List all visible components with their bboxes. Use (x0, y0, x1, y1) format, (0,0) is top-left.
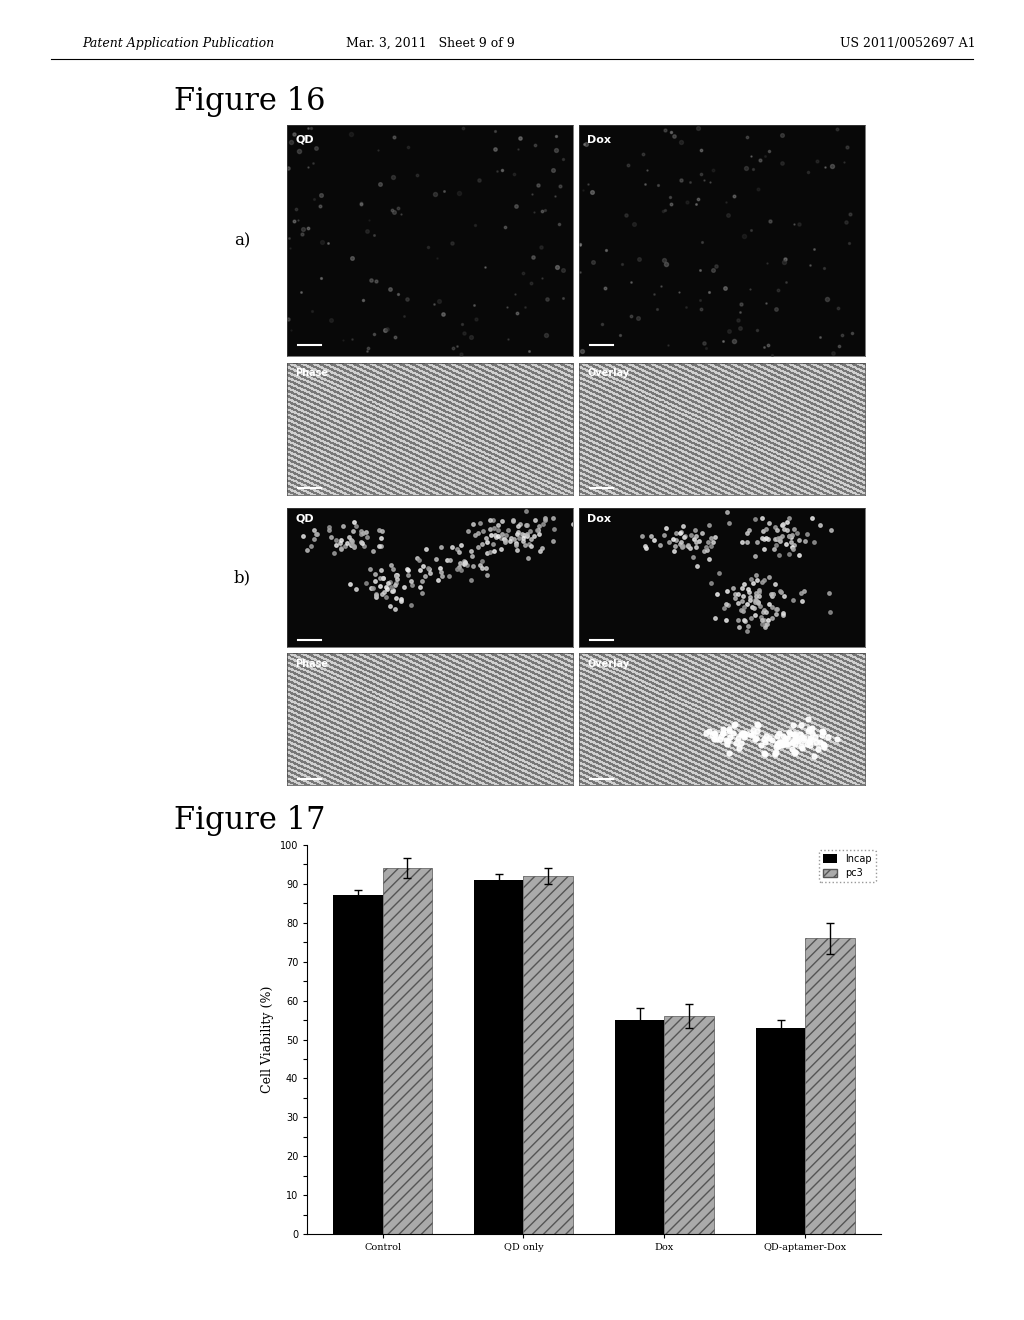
Text: QD: QD (295, 513, 314, 524)
Text: Patent Application Publication: Patent Application Publication (82, 37, 274, 50)
Text: Overlay: Overlay (587, 659, 630, 669)
Text: a): a) (234, 232, 251, 249)
Text: b): b) (233, 569, 251, 586)
Text: Dox: Dox (587, 513, 611, 524)
Text: Overlay: Overlay (587, 368, 630, 379)
Bar (474, 880, 523, 1234)
Text: Phase: Phase (295, 368, 329, 379)
Bar (333, 895, 383, 1234)
Bar (665, 1016, 714, 1234)
Bar (756, 1028, 805, 1234)
Legend: lncap, pc3: lncap, pc3 (819, 850, 876, 882)
Bar (805, 939, 855, 1234)
Text: Dox: Dox (587, 135, 611, 145)
Text: Phase: Phase (295, 659, 329, 669)
Text: Mar. 3, 2011   Sheet 9 of 9: Mar. 3, 2011 Sheet 9 of 9 (346, 37, 514, 50)
Text: US 2011/0052697 A1: US 2011/0052697 A1 (840, 37, 975, 50)
Y-axis label: Cell Viability (%): Cell Viability (%) (261, 986, 274, 1093)
Text: QD: QD (295, 135, 314, 145)
Text: Figure 16: Figure 16 (174, 86, 326, 116)
Bar (523, 876, 572, 1234)
Bar (383, 869, 432, 1234)
Bar (615, 1020, 665, 1234)
Text: Figure 17: Figure 17 (174, 805, 326, 836)
